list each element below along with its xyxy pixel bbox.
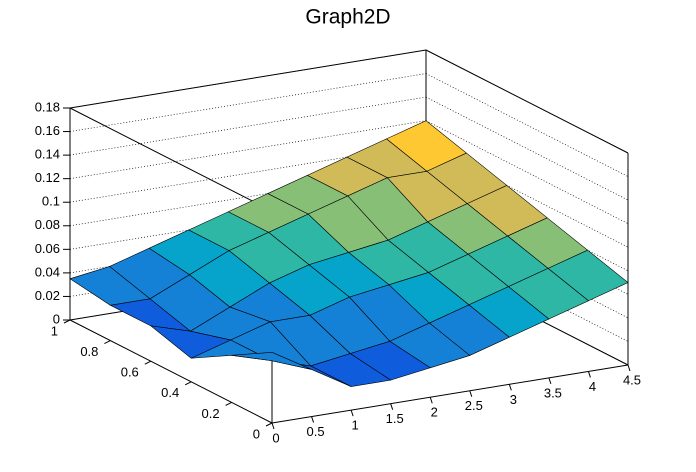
tick-mark bbox=[144, 360, 152, 365]
z-tick-label: 0.08 bbox=[35, 217, 60, 232]
box-edge bbox=[69, 107, 273, 212]
tick-mark bbox=[508, 384, 512, 391]
x-tick-label: 2.5 bbox=[465, 398, 483, 413]
tick-mark bbox=[390, 403, 394, 410]
x-tick-label: 1.5 bbox=[386, 411, 404, 426]
tick-mark bbox=[104, 340, 111, 345]
surface-cell bbox=[231, 352, 312, 370]
chart-title: Graph2D bbox=[305, 6, 390, 29]
y-tick-label: 0.8 bbox=[80, 344, 98, 359]
box-edge bbox=[69, 319, 273, 424]
tick-mark bbox=[63, 319, 71, 324]
tick-mark bbox=[271, 422, 275, 430]
y-tick-label: 0.4 bbox=[161, 385, 179, 400]
grid-line bbox=[69, 73, 427, 132]
tick-mark bbox=[265, 422, 273, 427]
z-tick-label: 0.16 bbox=[35, 123, 60, 138]
y-tick-label: 0 bbox=[253, 426, 260, 441]
x-tick-label: 1 bbox=[351, 418, 358, 433]
x-tick-label: 4.5 bbox=[623, 372, 641, 387]
z-tick-label: 0.02 bbox=[35, 288, 60, 303]
z-tick-label: 0.04 bbox=[35, 264, 60, 279]
z-tick-label: 0 bbox=[53, 311, 60, 326]
tick-mark bbox=[350, 409, 354, 417]
tick-mark bbox=[627, 364, 631, 372]
tick-mark bbox=[429, 397, 433, 404]
z-tick-label: 0.12 bbox=[35, 170, 60, 185]
tick-mark bbox=[311, 416, 315, 423]
tick-mark bbox=[469, 390, 473, 397]
tick-mark bbox=[184, 381, 192, 386]
grid-line bbox=[69, 120, 427, 180]
x-tick-label: 0 bbox=[272, 430, 279, 445]
x-tick-label: 4 bbox=[589, 379, 596, 394]
tick-mark bbox=[548, 377, 552, 385]
z-tick-label: 0.06 bbox=[35, 241, 60, 256]
box-edge bbox=[425, 49, 629, 154]
y-tick-label: 1 bbox=[51, 323, 58, 338]
x-tick-label: 0.5 bbox=[307, 424, 325, 439]
z-tick-label: 0.18 bbox=[35, 99, 60, 114]
y-tick-label: 0.6 bbox=[121, 365, 139, 380]
box-edge bbox=[271, 364, 629, 424]
grid-line bbox=[69, 96, 427, 156]
x-tick-label: 3 bbox=[510, 392, 517, 407]
tick-mark bbox=[225, 401, 232, 406]
z-tick-label: 0.14 bbox=[35, 147, 60, 162]
y-tick-label: 0.2 bbox=[202, 406, 220, 421]
x-tick-label: 2 bbox=[431, 405, 438, 420]
z-tick-label: 0.1 bbox=[42, 194, 60, 209]
x-tick-label: 3.5 bbox=[544, 385, 562, 400]
grid-line bbox=[69, 49, 427, 109]
tick-mark bbox=[587, 371, 591, 378]
